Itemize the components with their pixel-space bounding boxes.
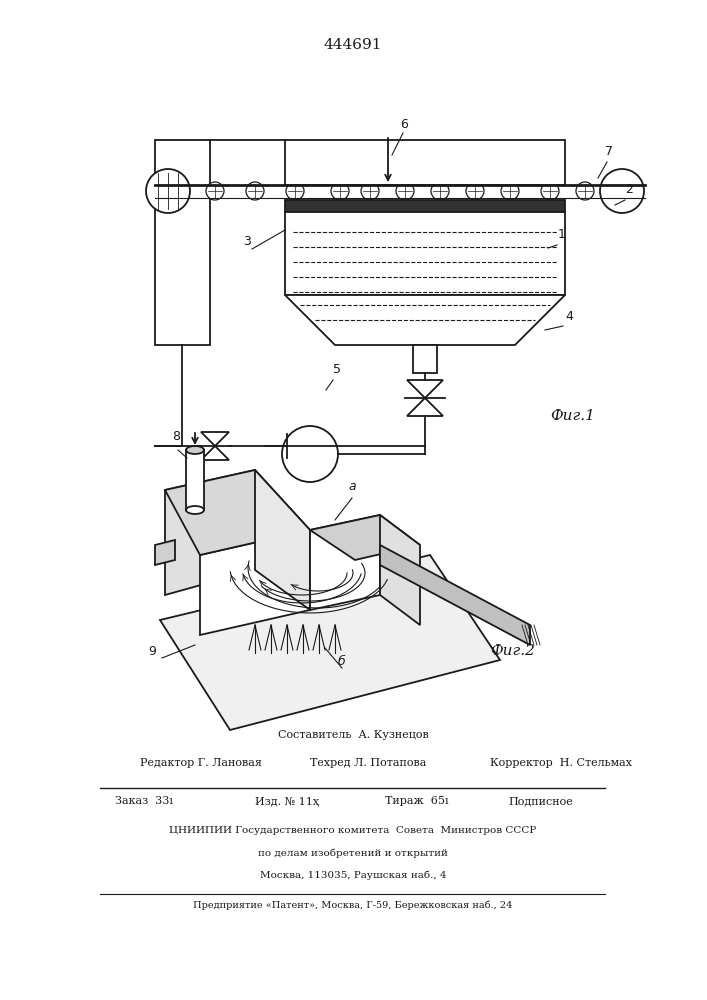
Bar [413, 345, 437, 373]
Text: Тираж  65ı: Тираж 65ı [385, 796, 449, 806]
Polygon shape [201, 446, 229, 460]
Circle shape [396, 182, 414, 200]
Text: Предприятие «Патент», Москва, Г-59, Бережковская наб., 24: Предприятие «Патент», Москва, Г-59, Бере… [193, 900, 513, 910]
Polygon shape [201, 432, 229, 446]
Circle shape [246, 182, 264, 200]
Circle shape [541, 182, 559, 200]
Circle shape [282, 426, 338, 482]
Text: б: б [338, 655, 346, 668]
Text: 2: 2 [625, 183, 633, 196]
Text: 8: 8 [172, 430, 180, 443]
Text: Москва, 113035, Раушская наб., 4: Москва, 113035, Раушская наб., 4 [259, 870, 446, 880]
Text: 3: 3 [243, 235, 251, 248]
Text: 6: 6 [400, 118, 408, 131]
Polygon shape [407, 380, 443, 398]
Polygon shape [165, 470, 310, 555]
Bar [285, 200, 565, 212]
Polygon shape [380, 515, 420, 625]
Text: Корректор  Н. Стельмах: Корректор Н. Стельмах [490, 758, 632, 768]
Ellipse shape [186, 446, 204, 454]
Bar [186, 450, 204, 510]
Polygon shape [200, 530, 310, 635]
Bar [285, 140, 565, 185]
Circle shape [576, 182, 594, 200]
Polygon shape [407, 398, 443, 416]
Circle shape [361, 182, 379, 200]
Text: 1: 1 [558, 228, 566, 241]
Polygon shape [310, 515, 380, 610]
Ellipse shape [186, 506, 204, 514]
Text: а: а [348, 480, 356, 493]
Circle shape [286, 182, 304, 200]
Text: 7: 7 [605, 145, 613, 158]
Text: 4: 4 [565, 310, 573, 323]
Text: Редактор Г. Лановая: Редактор Г. Лановая [140, 758, 262, 768]
Text: Заказ  33ı: Заказ 33ı [115, 796, 173, 806]
Text: 444691: 444691 [324, 38, 382, 52]
Bar [285, 200, 565, 212]
Polygon shape [380, 545, 530, 645]
Text: Изд. № 11ҳ: Изд. № 11ҳ [255, 796, 319, 806]
Circle shape [501, 182, 519, 200]
Text: Составитель  А. Кузнецов: Составитель А. Кузнецов [278, 730, 428, 740]
Polygon shape [255, 470, 310, 610]
Polygon shape [155, 540, 175, 565]
Circle shape [600, 169, 644, 213]
Circle shape [466, 182, 484, 200]
Bar [155, 140, 210, 345]
Text: Техред Л. Потапова: Техред Л. Потапова [310, 758, 426, 768]
Circle shape [431, 182, 449, 200]
Text: по делам изобретений и открытий: по делам изобретений и открытий [258, 848, 448, 857]
Text: 5: 5 [333, 363, 341, 376]
Text: 9: 9 [148, 645, 156, 658]
Circle shape [146, 169, 190, 213]
Polygon shape [165, 470, 255, 595]
Text: Фиг.2: Фиг.2 [490, 644, 535, 658]
Text: ЦНИИПИИ Государственного комитета  Совета  Министров СССР: ЦНИИПИИ Государственного комитета Совета… [170, 826, 537, 835]
Circle shape [331, 182, 349, 200]
Polygon shape [285, 295, 565, 345]
Text: Подписное: Подписное [508, 796, 573, 806]
Text: Фиг.1: Фиг.1 [550, 409, 595, 423]
Circle shape [206, 182, 224, 200]
Polygon shape [310, 515, 420, 560]
Bar [285, 212, 565, 295]
Polygon shape [160, 555, 500, 730]
